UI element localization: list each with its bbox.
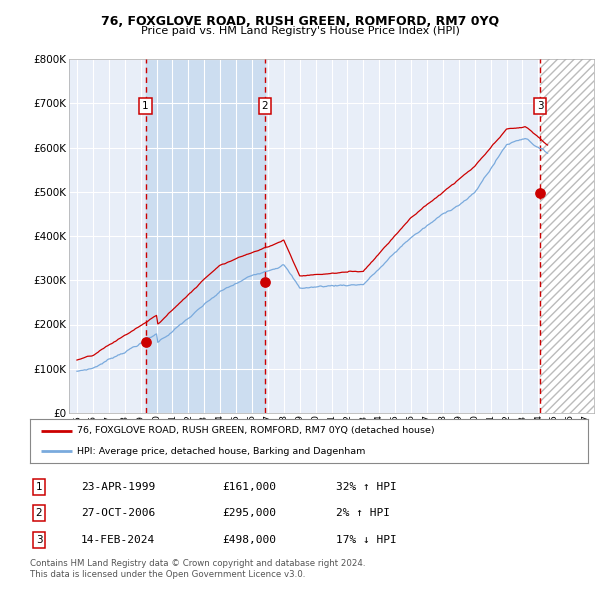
Text: 1: 1 [35, 482, 43, 491]
Text: 3: 3 [537, 101, 544, 112]
Text: £161,000: £161,000 [222, 482, 276, 491]
Text: This data is licensed under the Open Government Licence v3.0.: This data is licensed under the Open Gov… [30, 571, 305, 579]
Point [535, 188, 545, 197]
Text: 2% ↑ HPI: 2% ↑ HPI [336, 509, 390, 518]
Bar [146, 59, 265, 413]
Text: 1: 1 [142, 101, 149, 112]
Text: HPI: Average price, detached house, Barking and Dagenham: HPI: Average price, detached house, Bark… [77, 447, 366, 455]
Text: 27-OCT-2006: 27-OCT-2006 [81, 509, 155, 518]
Text: Contains HM Land Registry data © Crown copyright and database right 2024.: Contains HM Land Registry data © Crown c… [30, 559, 365, 568]
Text: 17% ↓ HPI: 17% ↓ HPI [336, 535, 397, 545]
Text: 23-APR-1999: 23-APR-1999 [81, 482, 155, 491]
Bar [540, 59, 594, 413]
Bar [540, 59, 594, 413]
Text: 76, FOXGLOVE ROAD, RUSH GREEN, ROMFORD, RM7 0YQ: 76, FOXGLOVE ROAD, RUSH GREEN, ROMFORD, … [101, 15, 499, 28]
Text: 2: 2 [262, 101, 268, 112]
Text: 2: 2 [35, 509, 43, 518]
Point [260, 278, 270, 287]
Text: £498,000: £498,000 [222, 535, 276, 545]
Text: 32% ↑ HPI: 32% ↑ HPI [336, 482, 397, 491]
Text: Price paid vs. HM Land Registry's House Price Index (HPI): Price paid vs. HM Land Registry's House … [140, 26, 460, 36]
Text: 14-FEB-2024: 14-FEB-2024 [81, 535, 155, 545]
Point [141, 337, 151, 346]
Text: 76, FOXGLOVE ROAD, RUSH GREEN, ROMFORD, RM7 0YQ (detached house): 76, FOXGLOVE ROAD, RUSH GREEN, ROMFORD, … [77, 427, 435, 435]
Text: 3: 3 [35, 535, 43, 545]
Text: £295,000: £295,000 [222, 509, 276, 518]
